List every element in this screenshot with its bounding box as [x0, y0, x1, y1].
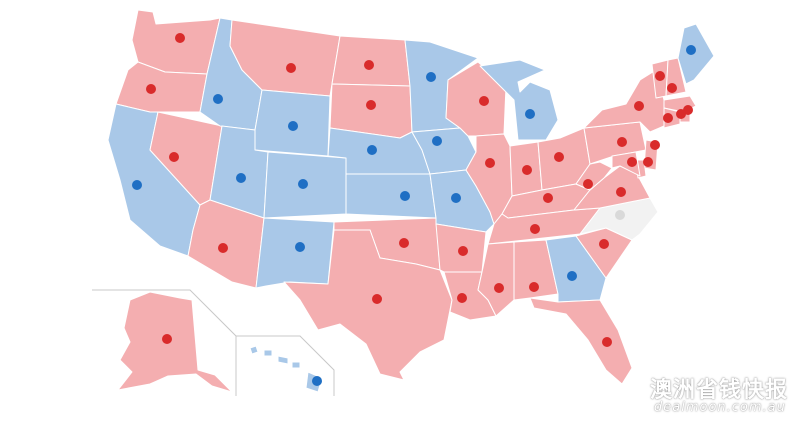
state-AK[interactable] [117, 291, 233, 393]
marker-CA [132, 180, 142, 190]
marker-IN [522, 165, 532, 175]
marker-RI [676, 109, 686, 119]
marker-layer [132, 33, 696, 386]
states-layer [107, 9, 715, 393]
state-NY[interactable] [583, 69, 665, 133]
marker-NC [615, 210, 625, 220]
marker-KY [543, 193, 553, 203]
state-TX[interactable] [283, 229, 453, 381]
marker-MS [494, 283, 504, 293]
state-OR[interactable] [115, 61, 208, 113]
marker-NJ [650, 140, 660, 150]
marker-OH [554, 152, 564, 162]
marker-NY [634, 101, 644, 111]
marker-CO [298, 179, 308, 189]
marker-AZ [218, 243, 228, 253]
marker-MO [451, 193, 461, 203]
marker-OK [399, 238, 409, 248]
marker-FL [602, 337, 612, 347]
marker-WY [288, 121, 298, 131]
marker-TN [530, 224, 540, 234]
state-MI[interactable] [479, 59, 559, 141]
marker-NE [367, 145, 377, 155]
marker-AL [529, 282, 539, 292]
state-HI[interactable] [249, 345, 323, 393]
marker-MD [627, 157, 637, 167]
state-KS[interactable] [345, 173, 437, 219]
marker-NH [667, 83, 677, 93]
marker-KS [400, 191, 410, 201]
marker-SD [366, 100, 376, 110]
marker-SC [599, 239, 609, 249]
marker-MI [525, 109, 535, 119]
marker-WI [479, 96, 489, 106]
marker-MT [286, 63, 296, 73]
state-NM[interactable] [255, 217, 335, 289]
marker-PA [617, 137, 627, 147]
marker-ID [213, 94, 223, 104]
state-AL[interactable] [513, 239, 559, 301]
marker-UT [236, 173, 246, 183]
marker-LA [457, 293, 467, 303]
state-FL[interactable] [529, 297, 633, 385]
marker-WA [175, 33, 185, 43]
marker-MN [426, 72, 436, 82]
marker-VA [616, 187, 626, 197]
marker-GA [567, 271, 577, 281]
marker-ND [364, 60, 374, 70]
marker-HI [312, 376, 322, 386]
marker-TX [372, 294, 382, 304]
marker-NV [169, 152, 179, 162]
marker-AR [458, 246, 468, 256]
watermark-chinese: 澳洲省钱快报 [650, 378, 789, 403]
state-ME[interactable] [677, 23, 715, 85]
marker-AK [162, 334, 172, 344]
marker-IA [432, 136, 442, 146]
marker-VT [655, 71, 665, 81]
marker-NM [295, 242, 305, 252]
watermark-url: dealmoon.com.au [654, 400, 786, 415]
marker-CT [663, 113, 673, 123]
marker-OR [146, 84, 156, 94]
inset-separators [92, 289, 335, 396]
marker-WV [583, 179, 593, 189]
marker-ME [686, 45, 696, 55]
marker-DE [643, 157, 653, 167]
marker-IL [485, 158, 495, 168]
